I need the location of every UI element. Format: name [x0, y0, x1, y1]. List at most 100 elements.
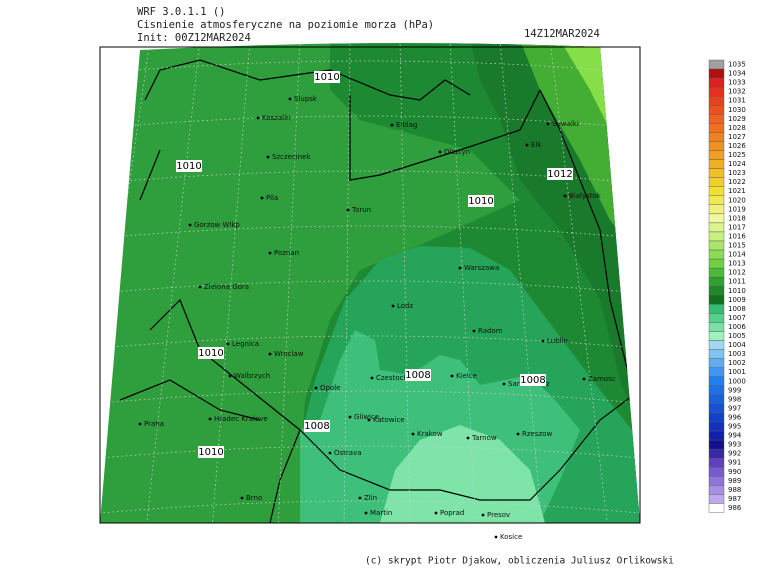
city-dot	[348, 415, 352, 419]
borders	[119, 59, 640, 524]
colorbar-label: 1018	[728, 214, 746, 222]
isobar-label-layer: 1010 1010 1010 1010 1010 1012 1008 1008 1008	[176, 71, 573, 458]
city-label: Walbrzych	[234, 372, 270, 380]
colorbar-cell	[708, 114, 725, 124]
city-label: Praha	[144, 420, 164, 428]
city-label: Czestochowa	[376, 374, 422, 382]
isobar-label: 1010	[314, 72, 339, 83]
isobar-label-box	[198, 347, 224, 359]
isobar-label-box	[520, 374, 546, 386]
isobar-label-box	[547, 168, 573, 180]
colorbar-label: 1019	[728, 205, 746, 213]
city-dot	[198, 285, 202, 289]
colorbar-label: 996	[728, 413, 742, 421]
grid-line	[277, 43, 301, 524]
city-label: Torun	[351, 206, 371, 214]
city-dot	[481, 513, 485, 517]
city-label: Poprad	[440, 509, 464, 517]
colorbar-cell	[708, 249, 725, 260]
isobar-label-box	[304, 420, 330, 432]
city-label: Poznan	[274, 249, 299, 257]
city-label: Hradec Kralove	[214, 415, 268, 423]
city-label: Lodz	[397, 302, 414, 310]
city-dot	[260, 196, 264, 200]
grid-line	[549, 43, 609, 524]
city-dot	[411, 432, 415, 436]
grid-line	[100, 225, 640, 240]
model-name: WRF 3.0.1.1 ()	[137, 6, 226, 18]
isobar-label-box	[468, 195, 494, 207]
grid-line	[100, 115, 640, 130]
city-dot	[438, 150, 442, 154]
city-label: Brno	[246, 494, 262, 502]
colorbar-label: 1004	[728, 341, 746, 349]
colorbar-cell	[708, 177, 725, 187]
colorbar-cell	[708, 204, 725, 215]
grid-line	[100, 390, 640, 405]
colorbar-label: 991	[728, 459, 741, 467]
city-label: Kielce	[456, 372, 477, 380]
colorbar-label: 998	[728, 395, 741, 403]
colorbar-cell	[708, 349, 725, 359]
colorbar-label: 1005	[728, 332, 746, 340]
grid-line	[100, 335, 640, 350]
city-dot	[240, 496, 244, 500]
colorbar-cell	[708, 186, 725, 196]
isobar-label: 1008	[520, 375, 545, 386]
colorbar-label: 1028	[728, 124, 746, 132]
isobar-label-box	[314, 71, 340, 83]
colorbar-cell	[708, 403, 725, 414]
city-dot	[228, 374, 232, 378]
city-label: Ostrava	[334, 449, 362, 457]
city-dot	[266, 155, 270, 159]
city-dot	[358, 496, 362, 500]
colorbar-cell	[708, 322, 725, 332]
city-layer: Slupsk Koszalin Elblag Suwalki Elk Olsztyn Szc…	[138, 95, 616, 541]
colorbar-label: 1000	[728, 377, 746, 385]
colorbar-label: 1024	[728, 160, 746, 168]
city-label: Slupsk	[294, 95, 318, 103]
city-label: Elk	[531, 141, 542, 149]
colorbar-label: 1020	[728, 196, 746, 204]
colorbar-label: 1029	[728, 115, 746, 123]
city-label: Kosice	[500, 533, 522, 541]
colorbar-cell	[708, 430, 725, 441]
grid-line	[499, 43, 543, 524]
colorbar-cell	[708, 95, 725, 106]
colorbar-label: 1017	[728, 223, 746, 231]
colorbar-cell	[708, 258, 725, 269]
colorbar-label: 988	[728, 486, 741, 494]
city-label: Gorzow Wlkp	[194, 221, 240, 229]
colorbar-label: 1003	[728, 350, 746, 358]
city-label: Krakow	[417, 430, 443, 438]
isobar-label-box	[405, 369, 431, 381]
grid-line	[145, 43, 201, 524]
city-dot	[450, 374, 454, 378]
city-dot	[472, 329, 476, 333]
city-label: Rzeszow	[522, 430, 552, 438]
colorbar-label: 1034	[728, 70, 746, 78]
grid-line	[343, 43, 351, 524]
isobar-label: 1010	[198, 348, 223, 359]
city-dot	[188, 223, 192, 227]
city-label: Wroclaw	[274, 350, 304, 358]
colorbar-cell	[708, 358, 725, 368]
colorbar-cell	[708, 286, 725, 296]
colorbar-label: 1012	[728, 269, 746, 277]
city-dot	[314, 386, 318, 390]
colorbar-label: 1026	[728, 142, 746, 150]
city-dot	[364, 511, 368, 515]
city-label: Opole	[320, 384, 341, 392]
city-dot	[288, 97, 292, 101]
isobar-label-box	[198, 446, 224, 458]
colorbar-cell	[708, 105, 725, 115]
colorbar-label: 1016	[728, 232, 746, 240]
city-dot	[256, 116, 260, 120]
colorbar-label: 994	[728, 432, 742, 440]
valid-time: 14Z12MAR2024	[524, 28, 600, 40]
colorbar-cell	[708, 159, 725, 169]
grid-line	[100, 500, 640, 515]
city-dot	[367, 418, 371, 422]
city-dot	[541, 339, 545, 343]
city-label: Szczecinek	[272, 153, 311, 161]
